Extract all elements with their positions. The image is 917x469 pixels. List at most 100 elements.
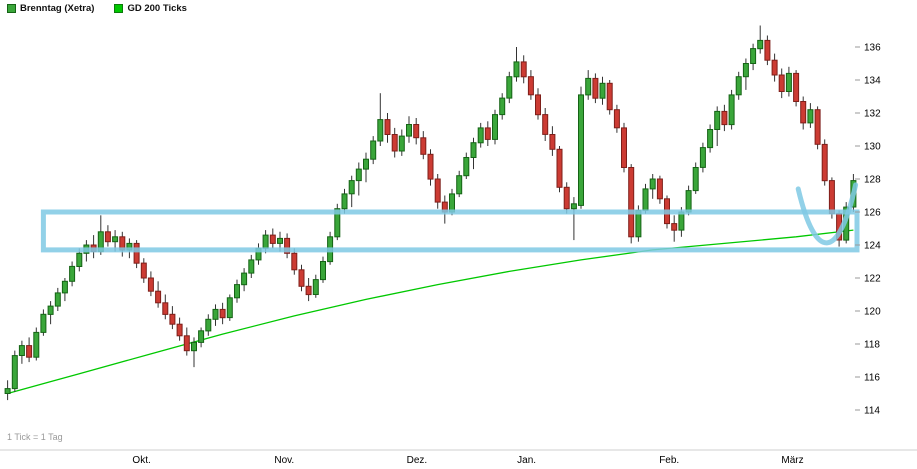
- candle-down: [434, 178, 441, 203]
- candle-down: [535, 94, 541, 116]
- candle-up: [742, 63, 749, 78]
- candle-up: [499, 97, 506, 116]
- candle-down: [628, 167, 635, 238]
- candle-down: [542, 114, 549, 135]
- x-month-label: Dez.: [407, 455, 428, 466]
- candle-up: [470, 142, 477, 158]
- candle-down: [606, 82, 613, 111]
- candle-up: [685, 190, 692, 213]
- y-tick-label: 130: [864, 142, 881, 153]
- candle-up: [18, 345, 25, 357]
- candle-down: [305, 285, 312, 296]
- legend-label-gd200: GD 200 Ticks: [127, 3, 187, 14]
- candle-up: [226, 297, 233, 319]
- candle-down: [269, 234, 276, 244]
- candle-up: [33, 331, 40, 358]
- y-tick-label: 114: [864, 406, 880, 417]
- candle-down: [814, 109, 821, 145]
- candle-down: [778, 74, 785, 92]
- candle-up: [585, 77, 592, 96]
- moving-average-line: [7, 229, 854, 395]
- x-month-label: Jan.: [517, 455, 536, 466]
- candle-up: [477, 127, 484, 144]
- candle-up: [241, 272, 248, 286]
- candle-down: [793, 72, 800, 103]
- candle-up: [40, 313, 47, 333]
- x-month-label: Nov.: [274, 455, 294, 466]
- candle-up: [54, 292, 61, 307]
- candle-up: [370, 140, 377, 160]
- y-tick-label: 116: [864, 373, 880, 384]
- candle-down: [291, 252, 298, 271]
- x-month-label: Okt.: [132, 455, 150, 466]
- legend: Brenntag (Xetra) GD 200 Ticks: [7, 3, 201, 14]
- candle-down: [484, 127, 491, 140]
- candle-up: [320, 261, 326, 281]
- candle-down: [176, 323, 183, 337]
- y-tick-label: 126: [864, 208, 881, 219]
- candle-down: [621, 127, 627, 168]
- candle-up: [76, 252, 83, 268]
- candle-up: [355, 168, 362, 182]
- tick-scale-note: 1 Tick = 1 Tag: [7, 432, 63, 442]
- candle-up: [463, 157, 470, 177]
- candle-down: [298, 269, 305, 287]
- legend-item-gd200: GD 200 Ticks: [114, 3, 187, 14]
- candle-up: [807, 109, 814, 124]
- legend-item-brenntag: Brenntag (Xetra): [7, 3, 94, 14]
- y-tick-label: 132: [864, 109, 881, 120]
- y-tick-label: 120: [864, 307, 881, 318]
- x-month-label: Feb.: [659, 455, 679, 466]
- candle-down: [828, 180, 835, 215]
- candle-down: [800, 101, 807, 124]
- candle-down: [671, 223, 678, 231]
- candle-up: [570, 203, 577, 210]
- candle-up: [334, 208, 341, 238]
- candle-down: [563, 186, 570, 210]
- candle-down: [413, 124, 420, 139]
- candle-down: [656, 178, 663, 200]
- candle-up: [757, 39, 764, 50]
- candle-up: [234, 284, 240, 299]
- candle-up: [456, 175, 463, 195]
- candle-down: [162, 302, 169, 315]
- candle-down: [556, 148, 563, 188]
- candle-up: [198, 330, 205, 343]
- support-resistance-band: [40, 209, 860, 253]
- candle-up: [312, 279, 319, 296]
- candle-up: [728, 94, 735, 126]
- y-tick-label: 136: [864, 43, 881, 54]
- candle-down: [613, 109, 620, 129]
- candle-up: [707, 129, 714, 149]
- candle-down: [764, 39, 771, 61]
- candle-up: [277, 237, 283, 244]
- candle-up: [599, 82, 606, 99]
- candle-up: [212, 308, 219, 320]
- y-axis: 114 116 118 120 122 124 126 128 130 132 134 136: [855, 43, 881, 417]
- candle-down: [427, 153, 434, 180]
- candle-down: [592, 77, 599, 99]
- candle-down: [549, 134, 556, 150]
- candle-down: [219, 308, 226, 319]
- candle-up: [449, 193, 455, 213]
- candle-up: [69, 265, 76, 282]
- candle-up: [406, 124, 412, 137]
- x-axis: Okt. Nov. Dez. Jan. Feb. März: [132, 455, 803, 466]
- candle-down: [721, 110, 728, 126]
- candle-up: [112, 236, 119, 243]
- y-tick-label: 134: [864, 76, 881, 87]
- candle-up: [642, 188, 649, 211]
- candle-up: [363, 158, 369, 170]
- candle-down: [147, 277, 154, 292]
- candle-up: [4, 388, 11, 395]
- candlestick-series-swatch-icon: [7, 4, 16, 13]
- candle-up: [11, 355, 18, 390]
- candle-up: [699, 147, 706, 168]
- candle-down: [169, 313, 176, 325]
- y-tick-label: 118: [864, 340, 880, 351]
- y-tick-label: 124: [864, 241, 881, 252]
- candle-up: [205, 318, 212, 332]
- candle-down: [821, 143, 828, 182]
- candle-down: [104, 231, 111, 243]
